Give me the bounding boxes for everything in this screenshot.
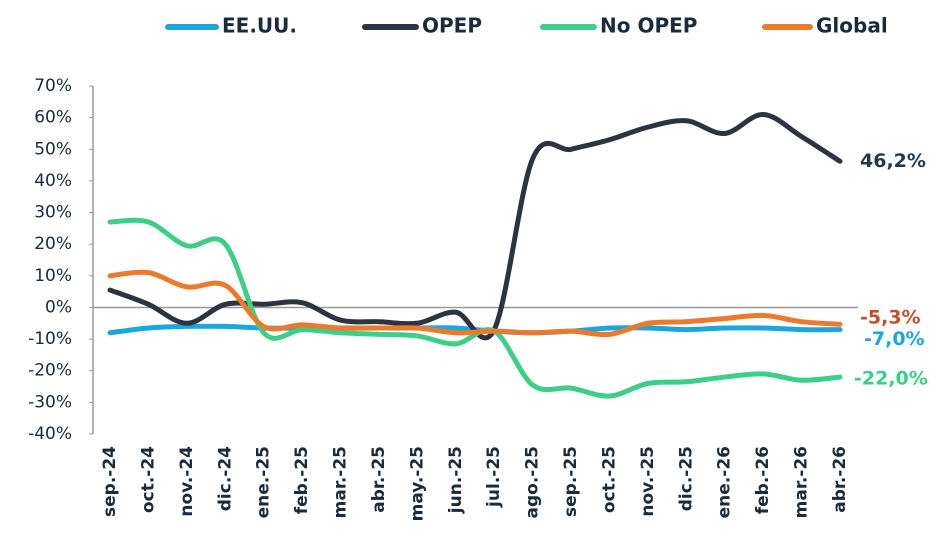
x-tick-label: abr.-25 — [369, 446, 389, 513]
legend-label: No OPEP — [600, 14, 697, 38]
x-tick-label: nov.-25 — [638, 446, 658, 517]
x-tick-label: abr.-26 — [830, 446, 850, 513]
series-line — [107, 217, 843, 399]
y-tick-label: 0% — [45, 297, 72, 317]
legend-label: Global — [816, 14, 888, 38]
x-tick-label: sep.-24 — [100, 446, 120, 517]
y-tick-label: -20% — [28, 361, 72, 381]
data-label: -5,3% — [860, 307, 921, 329]
x-tick-label: sep.-25 — [561, 446, 581, 517]
y-tick-label: 10% — [34, 266, 72, 286]
data-label: -22,0% — [854, 368, 928, 390]
x-tick-label: mar.-25 — [331, 446, 351, 518]
y-tick-label: -30% — [28, 392, 72, 412]
x-tick-label: jun.-25 — [446, 446, 466, 514]
x-tick-label: oct.-24 — [138, 446, 158, 513]
x-tick-label: dic.-25 — [676, 446, 696, 511]
y-tick-label: 30% — [34, 203, 72, 223]
x-tick-label: feb.-25 — [292, 446, 312, 514]
x-tick-label: ago.-25 — [523, 446, 543, 519]
x-tick-label: ene.-25 — [254, 446, 274, 518]
y-tick-label: 50% — [34, 139, 72, 159]
data-label: 46,2% — [860, 150, 926, 172]
x-tick-label: may.-25 — [407, 446, 427, 521]
x-tick-label: dic.-24 — [215, 446, 235, 511]
x-tick-label: oct.-25 — [599, 446, 619, 513]
y-tick-label: 40% — [34, 171, 72, 191]
x-tick-label: nov.-24 — [177, 446, 197, 517]
x-tick-label: feb.-26 — [753, 446, 773, 514]
y-tick-label: 70% — [34, 76, 72, 96]
x-tick-label: ene.-26 — [715, 446, 735, 518]
y-tick-label: 20% — [34, 234, 72, 254]
x-tick-label: mar.-26 — [792, 446, 812, 518]
y-tick-label: -40% — [28, 424, 72, 444]
series-line — [107, 111, 843, 341]
x-tick-label: jul.-25 — [484, 446, 504, 508]
data-label: -7,0% — [864, 328, 925, 350]
series-line — [107, 269, 843, 338]
legend-label: OPEP — [422, 14, 482, 38]
legend-label: EE.UU. — [222, 14, 297, 38]
y-tick-label: -10% — [28, 329, 72, 349]
y-tick-label: 60% — [34, 108, 72, 128]
